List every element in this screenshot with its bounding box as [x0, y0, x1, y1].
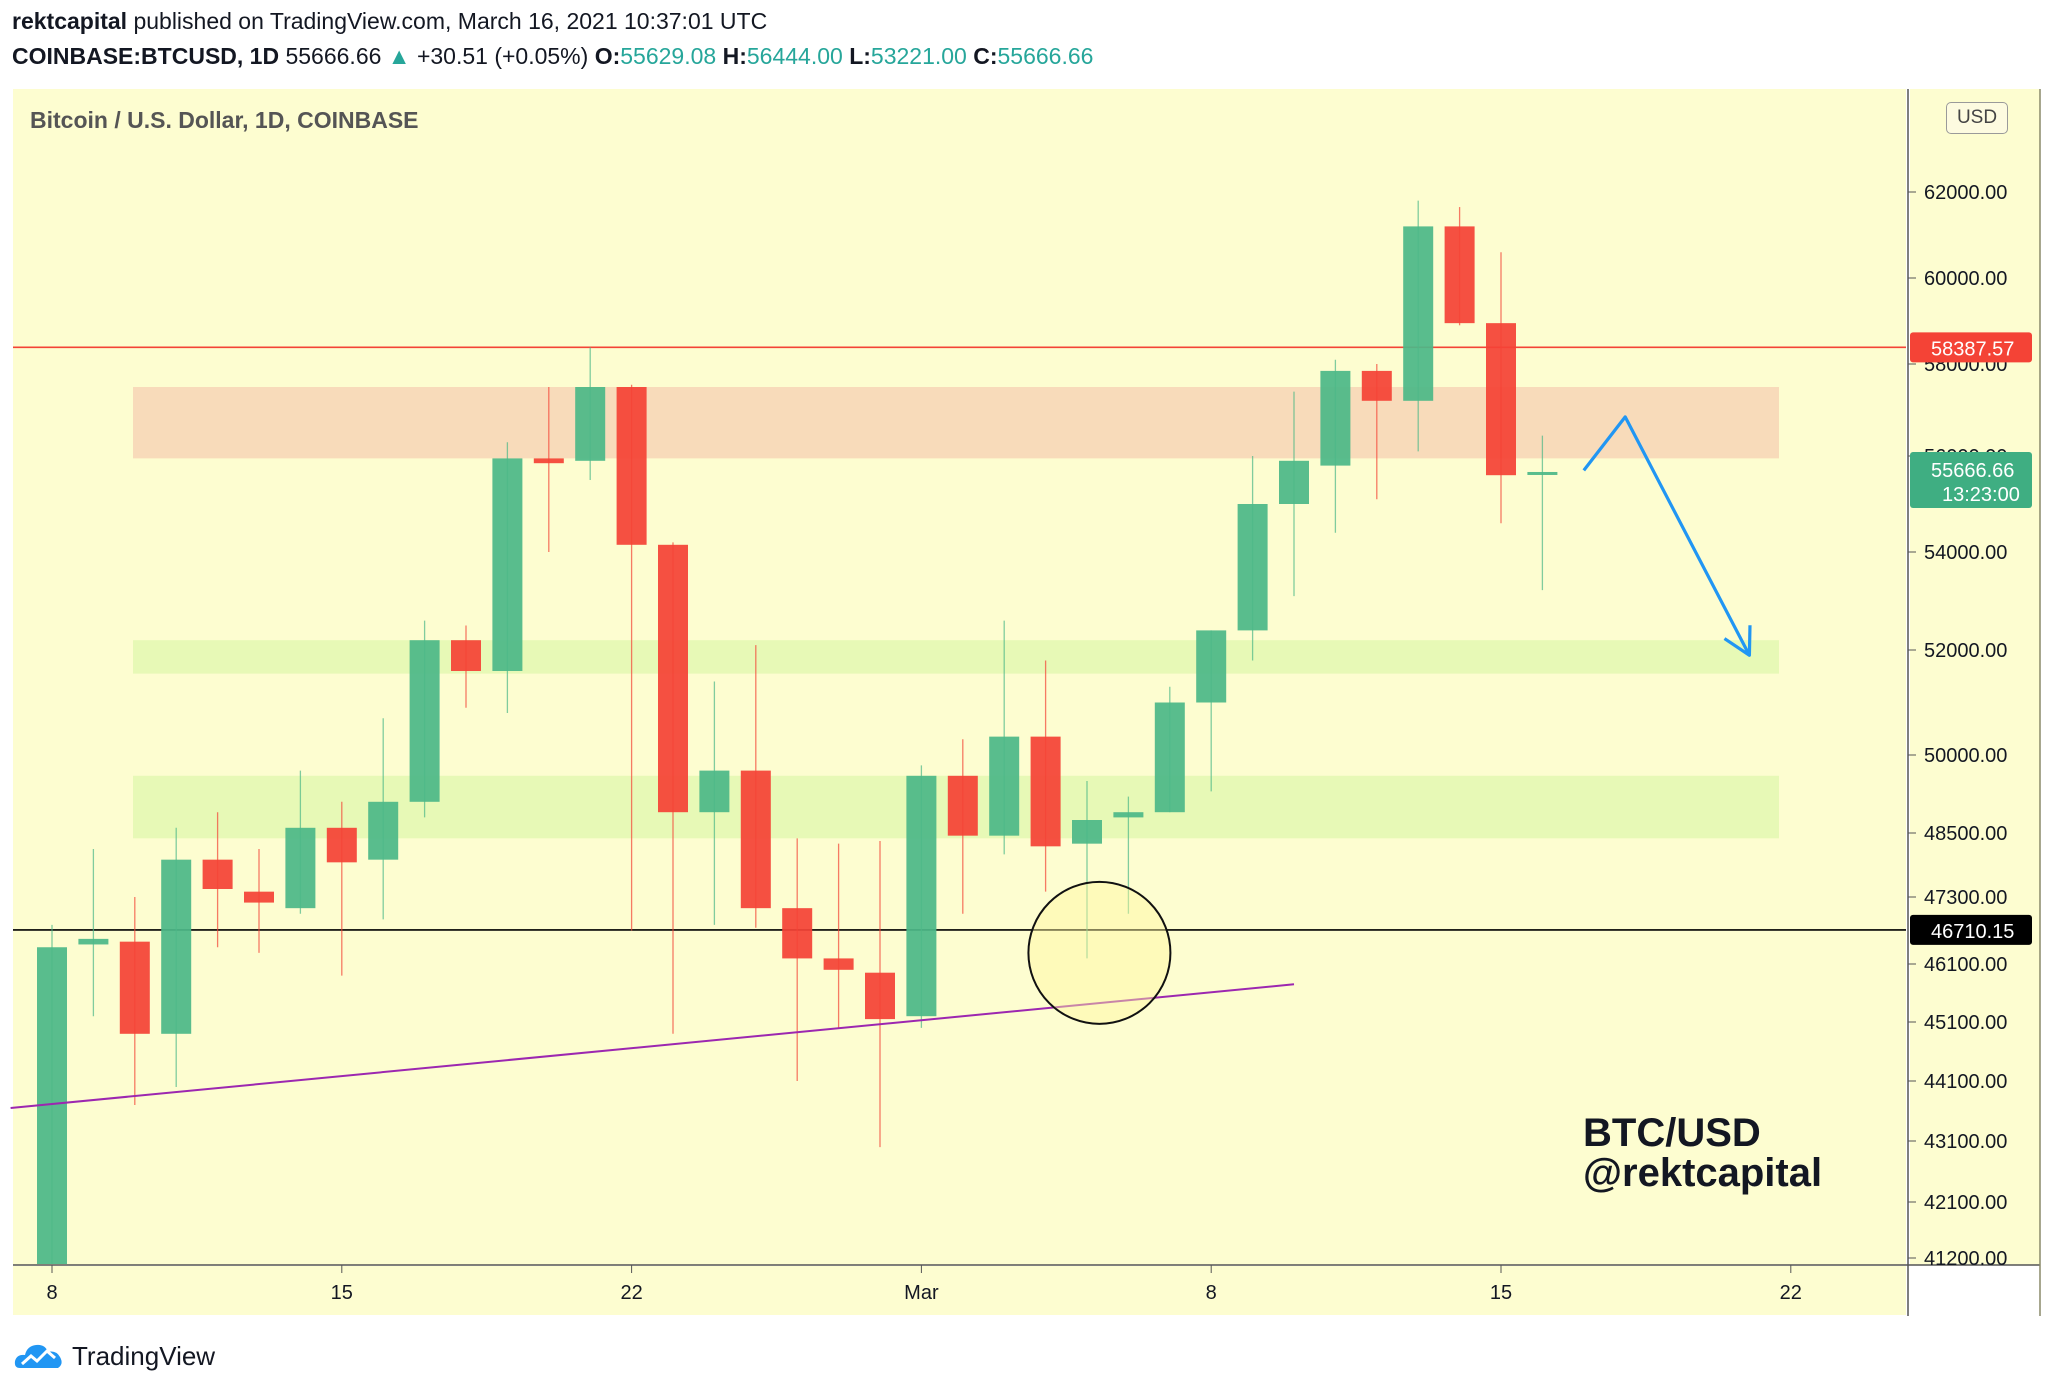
annotation-handle: @rektcapital [1583, 1151, 1822, 1195]
author-name[interactable]: rektcapital [12, 8, 128, 34]
candle-down[interactable] [782, 908, 813, 959]
price-change: +30.51 (+0.05%) [416, 43, 589, 69]
candle-up[interactable] [1403, 226, 1434, 401]
candle-down[interactable] [740, 770, 771, 909]
candle-up[interactable] [409, 640, 440, 802]
tradingview-brand: TradingView [72, 1340, 216, 1371]
projection-path[interactable] [1582, 415, 1751, 656]
y-tick-label: 42100.00 [1924, 1192, 2007, 1214]
candle-up[interactable] [161, 859, 192, 1034]
publish-line: rektcapital published on TradingView.com… [12, 8, 767, 35]
y-tick-label: 47300.00 [1924, 887, 2007, 909]
last-price: 55666.66 [285, 43, 382, 69]
low-value: 53221.00 [870, 43, 967, 69]
high-label: H: [722, 43, 747, 69]
last-price-tag[interactable] [1910, 452, 2032, 509]
x-tick-label: 22 [620, 1282, 642, 1304]
y-tick-label: 52000.00 [1924, 640, 2007, 662]
resistance-price-tag-label: 58387.57 [1931, 338, 2014, 360]
candle-down[interactable] [616, 387, 647, 545]
candle-down[interactable] [244, 891, 274, 903]
candle-down[interactable] [1030, 736, 1061, 847]
close-value: 55666.66 [997, 43, 1094, 69]
support-price-tag[interactable] [1910, 914, 2032, 945]
last-price-tag-countdown: 13:23:00 [1942, 484, 2020, 506]
support-zone [133, 640, 1779, 674]
candle-up[interactable] [1072, 820, 1102, 844]
highlight-circle[interactable] [1027, 880, 1172, 1025]
candle-up[interactable] [1527, 471, 1558, 475]
x-tick-label: 22 [1780, 1282, 1802, 1304]
y-tick-label: 50000.00 [1924, 745, 2007, 767]
publish-info: published on TradingView.com, March 16, … [127, 8, 768, 34]
trendline[interactable] [10, 983, 1295, 1109]
currency-badge[interactable]: USD [1946, 102, 2008, 134]
candle-up[interactable] [1113, 812, 1144, 818]
time-axis-background [13, 1266, 1906, 1315]
candle-down[interactable] [119, 941, 150, 1034]
x-tick-label: 8 [46, 1282, 57, 1304]
candle-up[interactable] [492, 458, 523, 671]
support-price-tag-label: 46710.15 [1931, 921, 2014, 943]
candle-up[interactable] [699, 770, 730, 813]
candle-down[interactable] [202, 859, 233, 889]
resistance-zone [133, 387, 1779, 459]
candle-down[interactable] [451, 640, 481, 671]
x-tick-label: 15 [331, 1282, 353, 1304]
projection-arrowhead [1723, 625, 1752, 657]
y-tick-label: 45100.00 [1924, 1012, 2007, 1034]
candle-up[interactable] [906, 775, 937, 1017]
symbol-label: COINBASE:BTCUSD, 1D [12, 43, 280, 69]
y-tick-label: 62000.00 [1924, 182, 2007, 204]
low-label: L: [849, 43, 871, 69]
y-tick-label: 44100.00 [1924, 1071, 2007, 1093]
candle-up[interactable] [575, 387, 606, 461]
x-tick-label: 8 [1206, 1282, 1217, 1304]
candle-up[interactable] [1279, 460, 1309, 504]
x-tick-label: 15 [1490, 1282, 1512, 1304]
symbol-line: COINBASE:BTCUSD, 1D 55666.66 ▲ +30.51 (+… [12, 43, 1093, 70]
last-price-tag-value: 55666.66 [1931, 460, 2014, 482]
candle-down[interactable] [658, 544, 688, 813]
candle-down[interactable] [823, 958, 854, 970]
candle-up[interactable] [1237, 504, 1268, 631]
candle-up[interactable] [368, 801, 399, 860]
chart-title: Bitcoin / U.S. Dollar, 1D, COINBASE [30, 107, 419, 133]
candle-down[interactable] [947, 775, 978, 836]
candle-up[interactable] [1154, 702, 1185, 813]
open-label: O: [594, 43, 621, 69]
up-triangle-icon: ▲ [387, 43, 411, 69]
candle-down[interactable] [1444, 226, 1475, 324]
price-axis-background [1910, 89, 2040, 1265]
candle-down[interactable] [1361, 370, 1392, 401]
tradingview-watermark[interactable]: TradingView [14, 1340, 215, 1372]
y-tick-label: 60000.00 [1924, 268, 2007, 290]
y-tick-label: 43100.00 [1924, 1131, 2007, 1153]
candle-up[interactable] [78, 938, 109, 945]
high-value: 56444.00 [746, 43, 843, 69]
open-value: 55629.08 [620, 43, 717, 69]
tradingview-cloud-icon [14, 1344, 62, 1368]
candle-down[interactable] [1486, 323, 1516, 476]
candle-up[interactable] [285, 827, 316, 909]
candle-up[interactable] [1196, 630, 1227, 703]
x-tick-label: Mar [904, 1282, 939, 1304]
y-tick-label: 46100.00 [1924, 954, 2007, 976]
candle-down[interactable] [865, 972, 895, 1020]
y-tick-label: 54000.00 [1924, 542, 2007, 564]
close-label: C: [973, 43, 998, 69]
candle-down[interactable] [326, 827, 357, 863]
candle-up[interactable] [1320, 370, 1351, 466]
candle-down[interactable] [533, 458, 564, 464]
candle-up[interactable] [37, 947, 67, 1394]
plot-background [13, 89, 1906, 1265]
y-tick-label: 48500.00 [1924, 823, 2007, 845]
candle-up[interactable] [989, 736, 1020, 836]
y-tick-label: 41200.00 [1924, 1248, 2007, 1270]
annotation-pair: BTC/USD [1583, 1111, 1761, 1155]
resistance-price-tag[interactable] [1910, 332, 2032, 363]
